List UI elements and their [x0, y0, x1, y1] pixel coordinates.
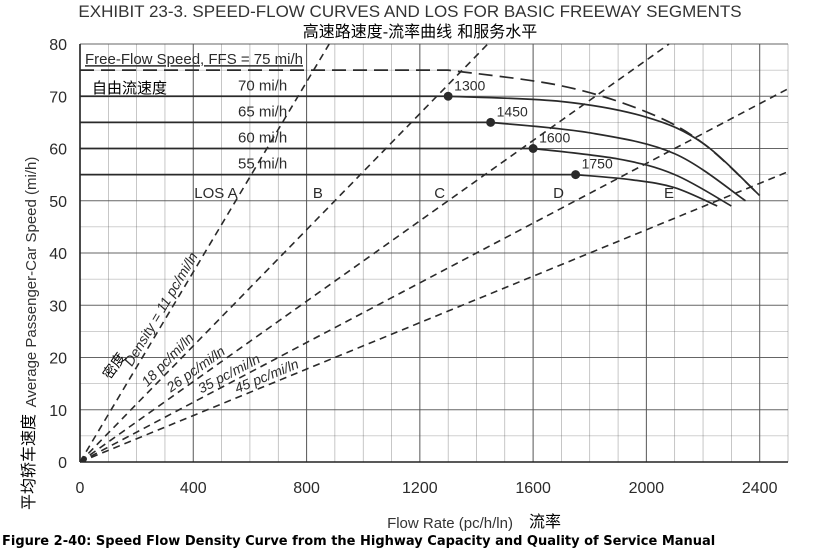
y-tick-label: 80 [49, 37, 67, 54]
y-tick-label: 60 [49, 142, 67, 159]
breakpoint-label: 1300 [454, 77, 485, 93]
density-label-group: Density = 11 pc/mi/ln [121, 249, 201, 368]
x-tick-label: 0 [76, 480, 85, 497]
series-label: 70 mi/h [238, 77, 287, 94]
x-axis-label-cn: 流率 [529, 512, 561, 531]
y-tick-label: 70 [49, 89, 67, 106]
origin-dot [81, 456, 87, 462]
y-tick-label: 40 [49, 246, 67, 263]
axis-ticks: 0 400 800 1200 1600 2000 2400 0 10 20 30 40 50 60 70 80 [49, 37, 777, 497]
y-tick-label: 20 [49, 351, 67, 368]
chart-title: EXHIBIT 23-3. SPEED-FLOW CURVES AND LOS … [78, 2, 741, 21]
breakpoint-marker [443, 91, 453, 101]
x-tick-label: 1200 [402, 480, 438, 497]
density-line [79, 43, 330, 463]
breakpoint-marker [571, 170, 581, 180]
density-line [79, 43, 489, 463]
breakpoint-label: 1600 [539, 130, 570, 146]
chart-title-cn: 高速路速度-流率曲线 和服务水平 [303, 22, 538, 41]
series-label: 65 mi/h [238, 103, 287, 120]
los-label: LOS A [194, 185, 237, 202]
ffs-label-cn: 自由流速度 [92, 79, 167, 97]
breakpoint-marker [528, 144, 538, 153]
x-tick-label: 1600 [515, 480, 551, 497]
speed-flow-curve [80, 121, 746, 202]
y-axis-label: Average Passenger-Car Speed (mi/h) [23, 157, 40, 408]
series-label: 60 mi/h [238, 130, 287, 147]
breakpoint-marker [486, 117, 496, 127]
y-tick-label: 10 [49, 403, 67, 420]
los-label: B [313, 185, 323, 202]
density-line [79, 170, 789, 463]
speed-flow-curve [80, 147, 732, 207]
speed-flow-curve [80, 173, 718, 207]
series-label: Free-Flow Speed, FFS = 75 mi/h [85, 51, 303, 68]
figure-caption: Figure 2-40: Speed Flow Density Curve fr… [2, 534, 716, 549]
x-axis-label: Flow Rate (pc/h/ln) [387, 515, 513, 532]
y-tick-label: 0 [58, 455, 67, 472]
los-label: C [434, 185, 445, 202]
grid [79, 43, 789, 463]
density-line [79, 43, 670, 463]
x-tick-label: 2400 [742, 480, 778, 497]
series-label: 55 mi/h [238, 156, 287, 173]
los-label: E [664, 185, 674, 202]
density-line [79, 88, 789, 463]
y-tick-label: 30 [49, 298, 67, 315]
breakpoint-label: 1450 [497, 103, 528, 119]
density-line-label: Density = 11 pc/mi/ln [121, 249, 201, 368]
speed-flow-chart: Free-Flow Speed, FFS = 75 mi/h 70 mi/h 65 … [19, 2, 789, 532]
los-label: D [553, 185, 564, 202]
y-axis-label-cn: 平均轿车速度 [19, 414, 38, 510]
y-tick-label: 50 [49, 194, 67, 211]
x-tick-label: 800 [293, 480, 320, 497]
x-tick-label: 400 [180, 480, 207, 497]
speed-flow-curves: Free-Flow Speed, FFS = 75 mi/h 70 mi/h 65 … [80, 51, 761, 207]
x-tick-label: 2000 [629, 480, 665, 497]
speed-flow-curve [80, 95, 761, 197]
breakpoint-label: 1750 [582, 156, 613, 172]
